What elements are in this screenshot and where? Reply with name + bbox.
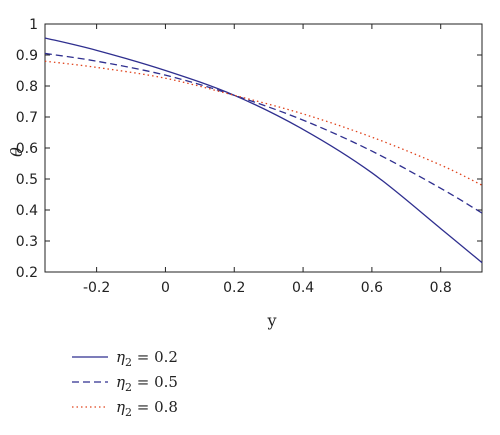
legend-subscript: 2 — [125, 356, 132, 369]
y-tick-label: 0.3 — [16, 234, 38, 250]
series-lines — [44, 37, 483, 264]
y-tick-label: 0.4 — [16, 203, 38, 219]
legend-label-2: η2 = 0.5 — [116, 373, 178, 394]
y-tick-label: 0.2 — [16, 265, 38, 281]
y-tick-label: 0.6 — [16, 141, 38, 157]
series-line-3 — [44, 60, 483, 186]
x-tick-label: 0.2 — [223, 280, 245, 296]
legend-variable: η — [116, 348, 125, 366]
legend-label-3: η2 = 0.8 — [116, 398, 178, 419]
x-axis-label: y — [266, 311, 276, 330]
y-tick-label: 0.9 — [16, 48, 38, 64]
legend-value: = 0.8 — [132, 398, 178, 416]
series-line-1 — [44, 37, 483, 264]
legend: η2 = 0.2η2 = 0.5η2 = 0.8 — [72, 348, 178, 419]
legend-subscript: 2 — [125, 381, 132, 394]
legend-variable: η — [116, 373, 125, 391]
legend-value: = 0.2 — [132, 348, 178, 366]
x-tick-label: 0.6 — [361, 280, 383, 296]
x-tick-label: -0.2 — [83, 280, 110, 296]
plot-frame — [44, 23, 483, 273]
x-tick-label: 0.8 — [430, 280, 452, 296]
y-tick-label: 0.8 — [16, 79, 38, 95]
legend-variable: η — [116, 398, 125, 416]
y-axis-label: θ — [7, 147, 26, 157]
legend-label-1: η2 = 0.2 — [116, 348, 178, 369]
x-axis-ticks: -0.2 0 0.2 0.4 0.6 0.8 — [83, 24, 452, 296]
y-tick-label: 0.7 — [16, 110, 38, 126]
legend-value: = 0.5 — [132, 373, 178, 391]
x-tick-label: 0 — [161, 280, 170, 296]
series-line-2 — [44, 52, 483, 214]
x-tick-label: 0.4 — [292, 280, 314, 296]
y-tick-label: 1 — [29, 17, 38, 33]
y-axis-ticks: 0.2 0.3 0.4 0.5 0.6 0.7 0.8 0.9 1 — [16, 17, 482, 281]
legend-subscript: 2 — [125, 406, 132, 419]
y-tick-label: 0.5 — [16, 172, 38, 188]
